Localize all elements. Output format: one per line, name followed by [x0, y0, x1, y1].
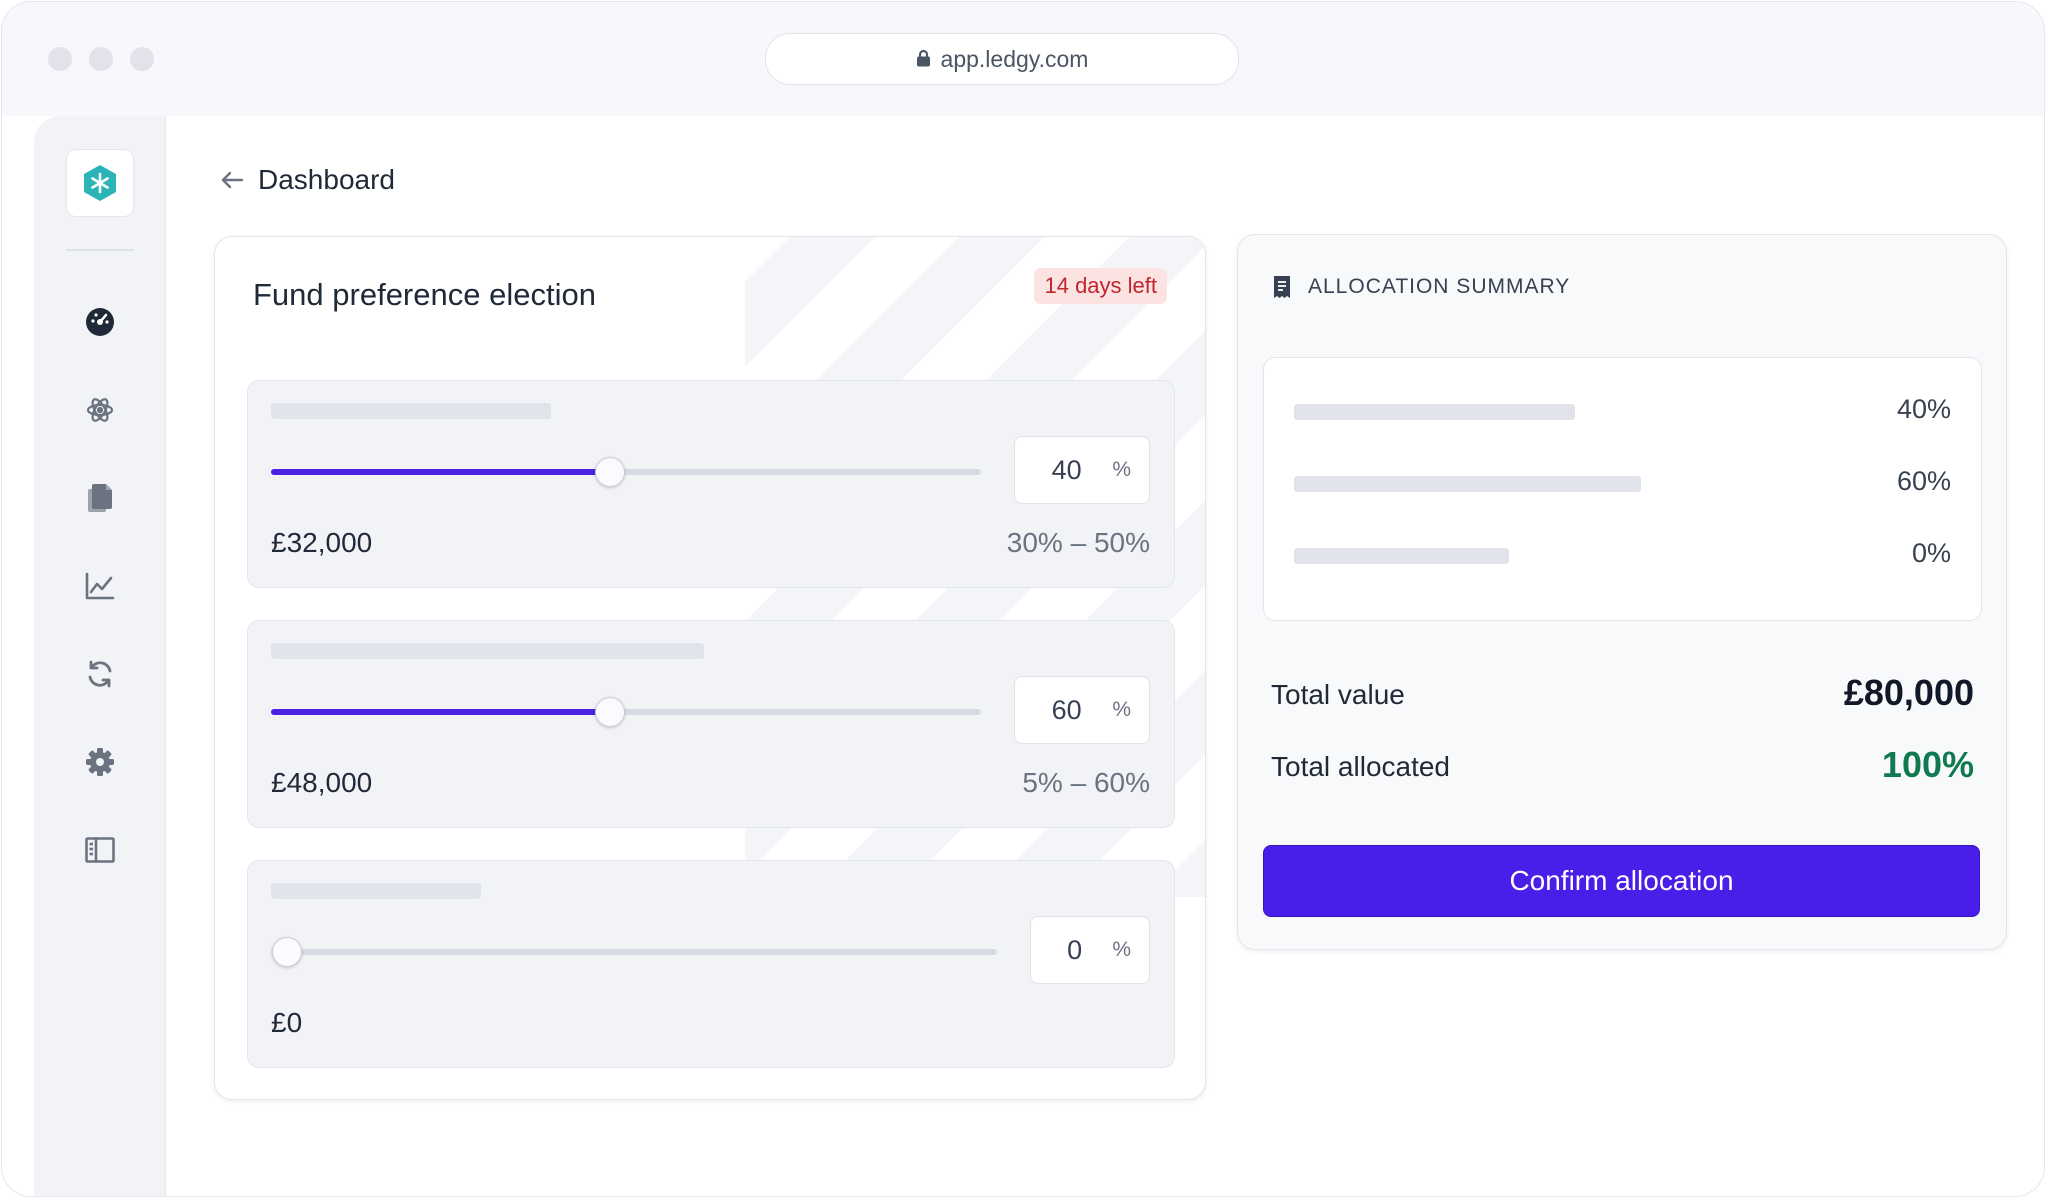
summary-percent: 60% [1896, 466, 1951, 496]
book-icon[interactable] [84, 834, 116, 866]
allocation-amount: £48,000 [271, 767, 373, 798]
percent-input[interactable]: 40 % [1014, 436, 1150, 504]
lock-icon [916, 46, 931, 73]
summary-header: ALLOCATION SUMMARY [1272, 275, 1570, 299]
summary-breakdown: 40% 60% 0% [1263, 357, 1982, 621]
back-link-label: Dashboard [258, 164, 395, 195]
percent-value: 0 [1067, 934, 1083, 965]
summary-percent: 0% [1911, 538, 1951, 568]
slider-thumb[interactable] [272, 937, 302, 967]
summary-row: 40% [1294, 392, 1951, 432]
allocation-slider[interactable] [271, 457, 981, 487]
percent-value: 40 [1051, 454, 1082, 485]
slider-thumb[interactable] [595, 697, 625, 727]
percent-input[interactable]: 0 % [1030, 916, 1150, 984]
summary-fund-placeholder [1294, 404, 1575, 420]
browser-titlebar: app.ledgy.com [2, 2, 2044, 116]
summary-row: 60% [1294, 464, 1951, 504]
settings-icon[interactable] [84, 746, 116, 778]
back-to-dashboard-link[interactable]: Dashboard [220, 164, 395, 196]
fund-allocation-1: 40 % £32,000 30% – 50% [247, 380, 1175, 588]
summary-row: 0% [1294, 536, 1951, 576]
percent-value: 60 [1051, 694, 1082, 725]
allocation-slider[interactable] [271, 937, 997, 967]
allocation-range: 5% – 60% [1022, 767, 1150, 798]
summary-heading: ALLOCATION SUMMARY [1308, 275, 1571, 298]
election-title: Fund preference election [253, 277, 596, 312]
address-bar[interactable]: app.ledgy.com [765, 33, 1239, 85]
sidebar [34, 116, 166, 1196]
summary-percent: 40% [1896, 394, 1951, 424]
fund-allocation-3: 0 % £0 [247, 860, 1175, 1068]
fund-name-placeholder [271, 403, 551, 419]
confirm-allocation-button[interactable]: Confirm allocation [1263, 845, 1980, 917]
refresh-icon[interactable] [84, 658, 116, 690]
url-text: app.ledgy.com [940, 45, 1089, 72]
atom-icon[interactable] [84, 394, 116, 426]
summary-fund-placeholder [1294, 476, 1641, 492]
documents-icon[interactable] [84, 482, 116, 514]
fund-name-placeholder [271, 883, 481, 899]
slider-fill [271, 469, 609, 475]
allocation-amount: £0 [271, 1007, 303, 1038]
chart-icon[interactable] [84, 570, 116, 602]
sidebar-divider [66, 249, 134, 251]
window-maximize-dot[interactable] [130, 47, 154, 71]
receipt-icon [1274, 276, 1290, 298]
ledgy-logo-icon [84, 165, 116, 201]
slider-thumb[interactable] [595, 457, 625, 487]
total-allocated: 100% [1881, 744, 1974, 785]
total-value-label: Total value [1271, 679, 1405, 710]
allocation-amount: £32,000 [271, 527, 373, 558]
allocation-range: 30% – 50% [1006, 527, 1150, 558]
slider-fill [271, 709, 609, 715]
allocation-summary-card: ALLOCATION SUMMARY 40% 60% 0% Total valu… [1237, 234, 2007, 950]
dashboard-icon[interactable] [84, 306, 116, 338]
fund-name-placeholder [271, 643, 704, 659]
summary-fund-placeholder [1294, 548, 1509, 564]
percent-unit: % [1112, 938, 1131, 961]
allocation-slider[interactable] [271, 697, 981, 727]
arrow-left-icon [221, 171, 244, 189]
fund-election-card: Fund preference election 14 days left 40… [214, 236, 1206, 1100]
percent-unit: % [1112, 458, 1131, 481]
window-close-dot[interactable] [48, 47, 72, 71]
fund-allocation-2: 60 % £48,000 5% – 60% [247, 620, 1175, 828]
total-value: £80,000 [1843, 672, 1974, 713]
app-logo[interactable] [66, 149, 134, 217]
deadline-badge: 14 days left [1034, 268, 1167, 304]
percent-input[interactable]: 60 % [1014, 676, 1150, 744]
total-allocated-label: Total allocated [1271, 751, 1451, 782]
percent-unit: % [1112, 698, 1131, 721]
window-minimize-dot[interactable] [89, 47, 113, 71]
